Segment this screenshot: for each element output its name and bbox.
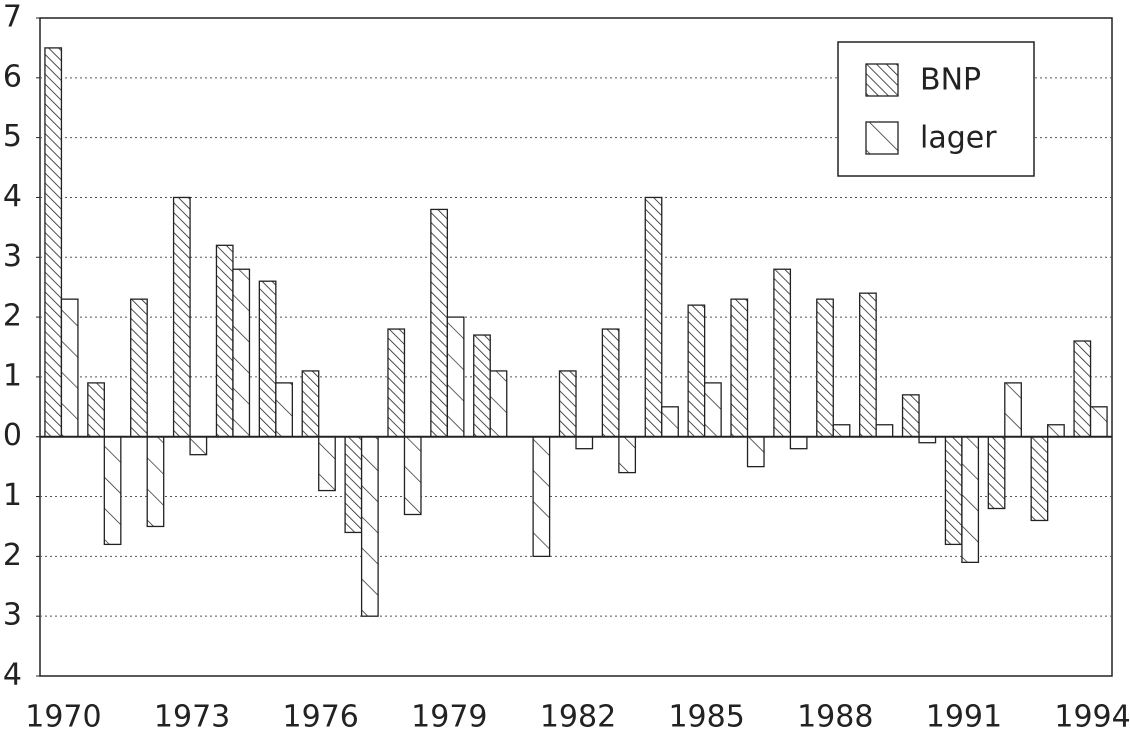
y-tick-label: 4: [3, 658, 22, 693]
bar: [473, 334, 491, 438]
bar: [1089, 406, 1108, 438]
y-tick-label: 0: [3, 418, 22, 453]
y-tick-label: 3: [3, 239, 22, 274]
bar: [301, 370, 320, 438]
legend-swatch: [865, 63, 899, 97]
y-tick-label: 1: [3, 478, 22, 513]
x-tick-label: 1979: [411, 700, 487, 734]
y-tick-label: 5: [3, 119, 22, 154]
legend-swatch: [865, 121, 899, 155]
bar: [87, 382, 105, 438]
bar: [773, 268, 792, 438]
y-tick-label: 7: [3, 0, 22, 35]
bar: [961, 436, 980, 563]
bar: [387, 328, 406, 438]
bar: [832, 424, 851, 438]
bar: [644, 196, 663, 438]
bar: [489, 370, 508, 438]
plot-frame: [39, 17, 1113, 677]
bar: [1073, 340, 1092, 438]
bar: [944, 436, 963, 546]
bar: [730, 298, 749, 438]
bar: [430, 208, 449, 438]
y-tick-label: 2: [3, 538, 22, 573]
bar: [875, 424, 894, 438]
x-tick-label: 1994: [1054, 700, 1130, 734]
bar: [130, 298, 148, 438]
bar: [618, 436, 637, 474]
bar: [189, 436, 208, 456]
bar: [687, 304, 706, 438]
bar: [746, 436, 765, 468]
bar: [258, 280, 277, 438]
bar: [1030, 436, 1049, 522]
bar: [44, 47, 63, 438]
bar: [789, 436, 808, 450]
x-tick-label: 1985: [668, 700, 744, 734]
bar: [987, 436, 1006, 510]
bar: [703, 382, 722, 438]
y-tick-label: 4: [3, 179, 22, 214]
bar: [318, 436, 336, 492]
bar: [532, 436, 551, 558]
legend-label: lager: [920, 121, 997, 156]
bar: [575, 436, 594, 450]
bar: [275, 382, 293, 438]
bar: [403, 436, 422, 516]
bar: [215, 244, 234, 438]
x-tick-label: 1976: [283, 700, 359, 734]
bar: [446, 316, 465, 438]
bar: [146, 436, 165, 528]
y-tick-label: 3: [3, 598, 22, 633]
x-tick-label: 1988: [797, 700, 873, 734]
x-tick-label: 1973: [154, 700, 230, 734]
bar: [816, 298, 834, 438]
x-tick-label: 1982: [540, 700, 616, 734]
bar: [558, 370, 577, 438]
y-tick-label: 6: [3, 59, 22, 94]
x-tick-label: 1991: [926, 700, 1002, 734]
bar: [859, 292, 877, 438]
bar: [901, 394, 920, 438]
y-tick-label: 2: [3, 299, 22, 334]
bar: [103, 436, 122, 546]
y-tick-label: 1: [3, 358, 22, 393]
bar: [1047, 424, 1065, 438]
bar: [232, 268, 251, 438]
bar: [344, 436, 363, 534]
bar: [661, 406, 679, 438]
bar: [360, 436, 379, 617]
legend-label: BNP: [920, 63, 981, 98]
bar: [1004, 382, 1022, 438]
bar: [172, 196, 191, 438]
bar: [601, 328, 620, 438]
x-tick-label: 1970: [25, 700, 101, 734]
bar: [60, 298, 79, 438]
